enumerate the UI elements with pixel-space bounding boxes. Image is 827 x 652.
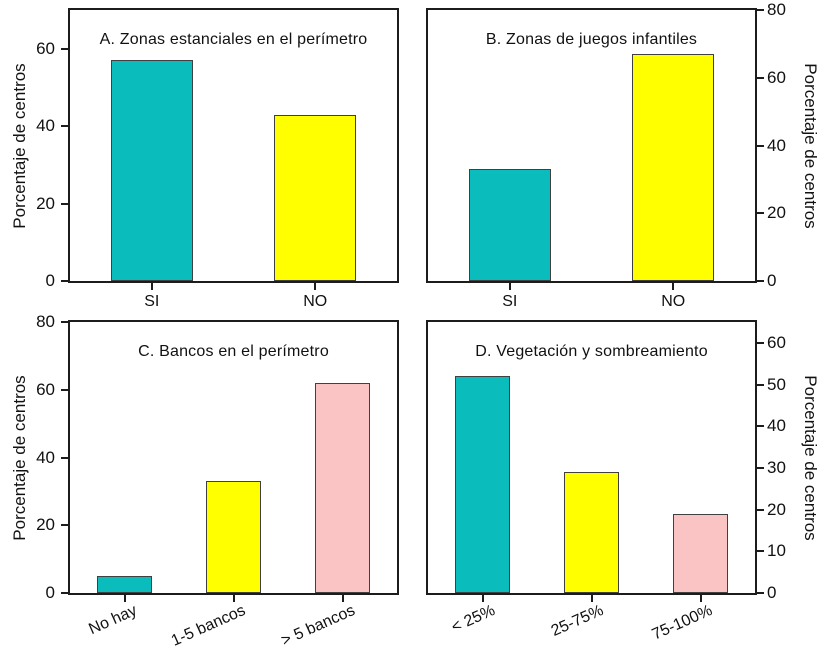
x-axis-category-label: NO (303, 293, 328, 310)
x-axis-tick (341, 595, 344, 602)
y-axis-tick (757, 280, 764, 282)
y-axis-tick-label: 60 (36, 379, 55, 399)
x-axis-category-label: > 5 bancos (278, 602, 358, 650)
y-axis-tick-label: 20 (767, 499, 786, 519)
y-axis-tick-label: 40 (767, 135, 786, 155)
panel-c-bancos: C. Bancos en el perímetro Porcentaje de … (10, 312, 399, 650)
x-axis-tick (508, 283, 511, 290)
bar-c-0 (97, 576, 152, 593)
y-axis-tick-label: 60 (767, 332, 786, 352)
y-axis-tick (61, 280, 68, 282)
x-axis-category-label: 75-100% (649, 602, 716, 644)
bar-b-1 (632, 54, 715, 281)
y-axis-tick-label: 20 (36, 515, 55, 535)
y-axis-tick-label: 0 (767, 583, 777, 602)
bar-d-1 (564, 472, 619, 593)
y-axis-tick-label: 60 (36, 38, 55, 58)
x-axis-tick (672, 283, 675, 290)
bar-a-0 (110, 60, 193, 281)
y-axis-tick (757, 592, 764, 594)
bar-d-2 (673, 513, 728, 593)
panel-c-title: C. Bancos en el perímetro (138, 343, 329, 360)
x-axis-category-label: SI (144, 293, 160, 310)
y-axis-tick-label: 30 (767, 457, 786, 477)
panel-a-zonas-estanciales: A. Zonas estanciales en el perímetro Por… (10, 8, 399, 310)
x-axis-tick (314, 283, 317, 290)
y-axis-tick (61, 125, 68, 128)
y-axis-tick-label: 50 (767, 374, 786, 394)
panel-d-y-axis-label: Porcentaje de centros (801, 374, 820, 541)
y-axis-tick-label: 80 (767, 0, 786, 19)
y-axis-tick (757, 550, 764, 553)
y-axis-tick (757, 212, 764, 215)
x-axis-tick (123, 595, 126, 602)
y-axis-tick-label: 0 (45, 271, 55, 290)
panel-a-y-axis-label: Porcentaje de centros (10, 62, 29, 229)
y-axis-tick (61, 202, 68, 205)
bar-b-0 (468, 169, 551, 281)
x-axis-tick (481, 595, 484, 602)
x-axis-category-label: SI (502, 293, 518, 310)
bar-c-1 (206, 481, 261, 593)
panel-b-title: B. Zonas de juegos infantiles (485, 31, 698, 48)
y-axis-tick-label: 40 (36, 447, 55, 467)
panel-b-juegos-infantiles: B. Zonas de juegos infantiles Porcentaje… (426, 0, 820, 310)
y-axis-tick (61, 47, 68, 50)
panel-a-title: A. Zonas estanciales en el perímetro (99, 31, 368, 48)
y-axis-tick (61, 456, 68, 459)
bar-d-0 (455, 376, 510, 593)
y-axis-tick (757, 76, 764, 79)
y-axis-tick-label: 20 (767, 203, 786, 223)
y-axis-tick (757, 508, 764, 511)
y-axis-tick-label: 80 (36, 312, 55, 331)
y-axis-tick-label: 40 (767, 416, 786, 436)
panel-b-y-axis-label: Porcentaje de centros (801, 62, 820, 229)
x-axis-category-label: No hay (86, 602, 140, 639)
y-axis-tick (757, 466, 764, 469)
y-axis-tick (61, 388, 68, 391)
x-axis-tick (150, 283, 153, 290)
x-axis-category-label: 1-5 bancos (169, 602, 249, 650)
y-axis-tick-label: 40 (36, 116, 55, 136)
y-axis-tick (757, 144, 764, 147)
y-axis-tick-label: 20 (36, 193, 55, 213)
x-axis-category-label: NO (661, 293, 686, 310)
x-axis-tick (699, 595, 702, 602)
y-axis-tick-label: 0 (767, 271, 777, 290)
bar-c-2 (315, 382, 370, 593)
y-axis-tick (757, 425, 764, 428)
y-axis-tick-label: 60 (767, 67, 786, 87)
panel-d-title: D. Vegetación y sombreamiento (475, 343, 708, 360)
y-axis-tick (757, 9, 764, 11)
y-axis-tick-label: 0 (45, 583, 55, 602)
y-axis-tick (61, 321, 68, 323)
y-axis-tick (61, 592, 68, 594)
panel-d-vegetacion: D. Vegetación y sombreamiento Porcentaje… (426, 320, 820, 644)
x-axis-category-label: < 25% (448, 602, 498, 637)
x-axis-tick (232, 595, 235, 602)
x-axis-category-label: 25-75% (549, 602, 607, 640)
y-axis-tick (757, 383, 764, 386)
y-axis-tick (61, 524, 68, 527)
panel-c-y-axis-label: Porcentaje de centros (10, 374, 29, 541)
y-axis-tick (757, 341, 764, 344)
bar-a-1 (274, 114, 357, 281)
x-axis-tick (590, 595, 593, 602)
y-axis-tick-label: 10 (767, 541, 786, 561)
